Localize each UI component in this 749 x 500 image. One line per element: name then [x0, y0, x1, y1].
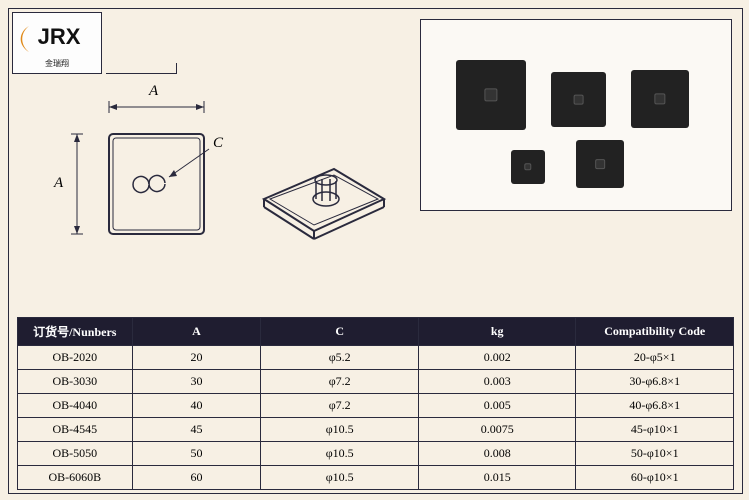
table-cell: OB-6060B	[18, 466, 133, 490]
table-header: A	[132, 318, 261, 346]
table-cell: 0.003	[418, 370, 576, 394]
table-cell: 0.002	[418, 346, 576, 370]
product-plate	[456, 60, 526, 130]
table-cell: 60-φ10×1	[576, 466, 734, 490]
table-cell: 30-φ6.8×1	[576, 370, 734, 394]
table-cell: 50-φ10×1	[576, 442, 734, 466]
dim-label-a-top: A	[149, 83, 158, 100]
table-header: C	[261, 318, 419, 346]
product-plate	[631, 70, 689, 128]
table-cell: OB-4040	[18, 394, 133, 418]
table-cell: 60	[132, 466, 261, 490]
table-cell: 40	[132, 394, 261, 418]
table-row: OB-6060B60φ10.50.01560-φ10×1	[18, 466, 734, 490]
table-cell: φ7.2	[261, 370, 419, 394]
header-stub	[106, 63, 177, 74]
table-cell: 40-φ6.8×1	[576, 394, 734, 418]
page-frame: JRX 金瑞翔	[8, 8, 743, 494]
dim-label-a-left: A	[54, 175, 63, 192]
table-row: OB-505050φ10.50.00850-φ10×1	[18, 442, 734, 466]
table-cell: OB-5050	[18, 442, 133, 466]
table-cell: OB-3030	[18, 370, 133, 394]
table-cell: OB-2020	[18, 346, 133, 370]
product-plate	[511, 150, 545, 184]
table-cell: 0.008	[418, 442, 576, 466]
table-cell: φ10.5	[261, 466, 419, 490]
table-row: OB-303030φ7.20.00330-φ6.8×1	[18, 370, 734, 394]
engineering-diagram: A A C	[49, 89, 399, 269]
table-header: 订货号/Nunbers	[18, 318, 133, 346]
table-cell: 0.015	[418, 466, 576, 490]
table-cell: φ10.5	[261, 442, 419, 466]
table-cell: 0.0075	[418, 418, 576, 442]
dim-label-c: C	[213, 135, 223, 152]
logo-icon: JRX	[17, 18, 97, 58]
table-cell: 20	[132, 346, 261, 370]
table-cell: 45-φ10×1	[576, 418, 734, 442]
logo-box: JRX 金瑞翔	[12, 12, 102, 74]
table-cell: φ10.5	[261, 418, 419, 442]
logo-subtext: 金瑞翔	[45, 58, 69, 69]
table-header: kg	[418, 318, 576, 346]
table-cell: φ5.2	[261, 346, 419, 370]
table-cell: OB-4545	[18, 418, 133, 442]
spec-table: 订货号/NunbersACkgCompatibility Code OB-202…	[17, 317, 734, 490]
table-cell: φ7.2	[261, 394, 419, 418]
product-plate	[551, 72, 606, 127]
table-cell: 45	[132, 418, 261, 442]
table-cell: 50	[132, 442, 261, 466]
logo-text: JRX	[38, 24, 81, 49]
table-header: Compatibility Code	[576, 318, 734, 346]
spec-table-wrap: 订货号/NunbersACkgCompatibility Code OB-202…	[17, 317, 734, 490]
table-cell: 30	[132, 370, 261, 394]
table-cell: 20-φ5×1	[576, 346, 734, 370]
table-row: OB-404040φ7.20.00540-φ6.8×1	[18, 394, 734, 418]
table-row: OB-454545φ10.50.007545-φ10×1	[18, 418, 734, 442]
table-cell: 0.005	[418, 394, 576, 418]
table-row: OB-202020φ5.20.00220-φ5×1	[18, 346, 734, 370]
product-plate	[576, 140, 624, 188]
product-photo-box	[420, 19, 732, 211]
